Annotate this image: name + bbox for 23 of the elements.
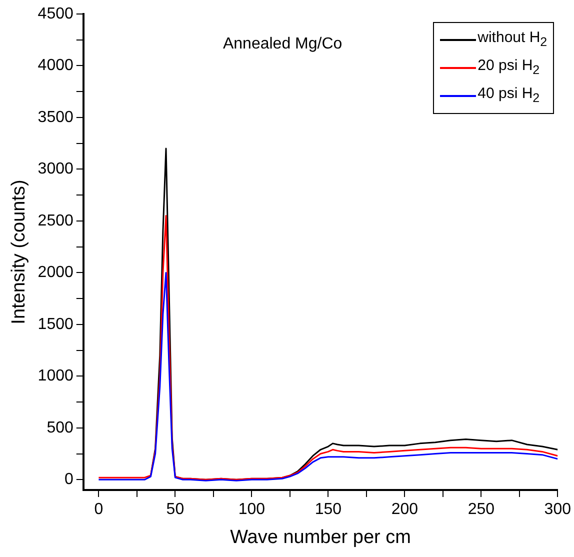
y-tick-label: 4000: [38, 57, 74, 74]
x-tick-label: 100: [238, 501, 266, 518]
y-axis-title: Intensity (counts): [8, 180, 30, 324]
legend-label: 40 psi H$_{2}$: [478, 84, 540, 107]
y-tick-label: 0: [64, 471, 74, 488]
x-tick-label: 50: [166, 501, 184, 518]
legend-label: without H$_{2}$: [478, 28, 548, 51]
y-tick-label: 2000: [38, 264, 74, 282]
x-tick-label: 0: [94, 501, 104, 518]
text: Annealed Mg/Co: [222, 35, 342, 52]
legend-label: 20 psi H$_{2}$: [478, 56, 540, 79]
x-tick-label: 250: [468, 501, 495, 518]
x-axis-title: Wave number per cm: [230, 526, 411, 548]
x-tick-label: 300: [544, 501, 572, 518]
x-tick-label: 200: [391, 501, 418, 518]
y-tick-label: 3000: [38, 160, 74, 178]
y-tick-label: 4500: [38, 5, 74, 22]
y-tick-label: 500: [46, 419, 74, 436]
x-tick-label: 150: [314, 501, 342, 518]
y-tick-label: 2500: [38, 212, 74, 230]
y-tick-label: 3500: [38, 108, 74, 126]
y-tick-label: 1000: [38, 368, 74, 385]
y-tick-label: 1500: [38, 316, 74, 333]
